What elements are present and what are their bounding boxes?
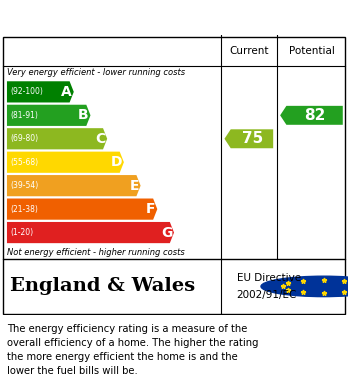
Text: A: A: [61, 85, 72, 99]
Text: G: G: [161, 226, 172, 240]
Text: D: D: [111, 155, 122, 169]
Text: Energy Efficiency Rating: Energy Efficiency Rating: [10, 9, 258, 27]
Polygon shape: [7, 222, 174, 243]
Text: (1-20): (1-20): [10, 228, 33, 237]
Circle shape: [261, 276, 348, 297]
Text: (69-80): (69-80): [10, 134, 39, 143]
Text: (81-91): (81-91): [10, 111, 38, 120]
Text: Potential: Potential: [289, 46, 335, 56]
Polygon shape: [7, 128, 107, 149]
Text: Not energy efficient - higher running costs: Not energy efficient - higher running co…: [7, 248, 185, 256]
Polygon shape: [7, 152, 124, 173]
Text: (21-38): (21-38): [10, 204, 38, 213]
Text: Current: Current: [229, 46, 269, 56]
Polygon shape: [224, 129, 273, 148]
Text: C: C: [95, 132, 105, 146]
Text: (39-54): (39-54): [10, 181, 39, 190]
Text: EU Directive: EU Directive: [237, 273, 301, 283]
Polygon shape: [7, 199, 157, 220]
Polygon shape: [7, 175, 141, 196]
Polygon shape: [7, 105, 90, 126]
Text: (92-100): (92-100): [10, 87, 43, 96]
Text: The energy efficiency rating is a measure of the
overall efficiency of a home. T: The energy efficiency rating is a measur…: [7, 324, 259, 376]
Text: 2002/91/EC: 2002/91/EC: [237, 290, 297, 300]
Text: F: F: [146, 202, 156, 216]
Polygon shape: [280, 106, 343, 125]
Text: 82: 82: [304, 108, 326, 123]
Polygon shape: [7, 81, 74, 102]
Text: B: B: [78, 108, 89, 122]
Text: Very energy efficient - lower running costs: Very energy efficient - lower running co…: [7, 68, 185, 77]
Text: 75: 75: [242, 131, 263, 146]
Text: (55-68): (55-68): [10, 158, 39, 167]
Text: E: E: [129, 179, 139, 193]
Text: England & Wales: England & Wales: [10, 277, 196, 296]
